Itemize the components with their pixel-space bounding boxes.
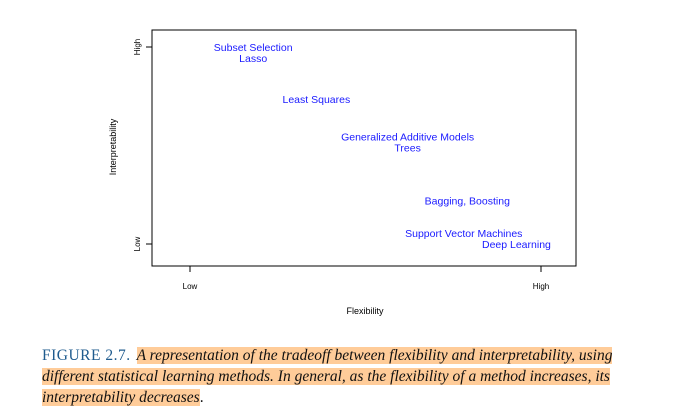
data-point-label: Lasso [239, 53, 267, 65]
data-point-label: Deep Learning [482, 239, 551, 251]
data-point-label: Trees [394, 142, 420, 154]
figure-number: FIGURE 2.7. [42, 347, 131, 364]
data-point-label: Least Squares [283, 94, 351, 106]
y-tick-label: Low [133, 236, 142, 251]
y-tick-label: High [133, 39, 142, 55]
data-point-label: Subset Selection [214, 42, 293, 54]
plot-frame [151, 29, 577, 267]
data-point-label: Support Vector Machines [405, 228, 522, 240]
x-tick-label: High [533, 282, 549, 291]
data-point-label: Bagging, Boosting [425, 196, 510, 208]
y-axis-title: Interpretability [108, 118, 118, 175]
x-tick-label: Low [183, 282, 198, 291]
data-point-label: Generalized Additive Models [341, 132, 474, 144]
caption-period: . [199, 389, 204, 406]
figure-caption: FIGURE 2.7. A representation of the trade… [42, 345, 654, 408]
x-axis-title: Flexibility [346, 306, 384, 316]
